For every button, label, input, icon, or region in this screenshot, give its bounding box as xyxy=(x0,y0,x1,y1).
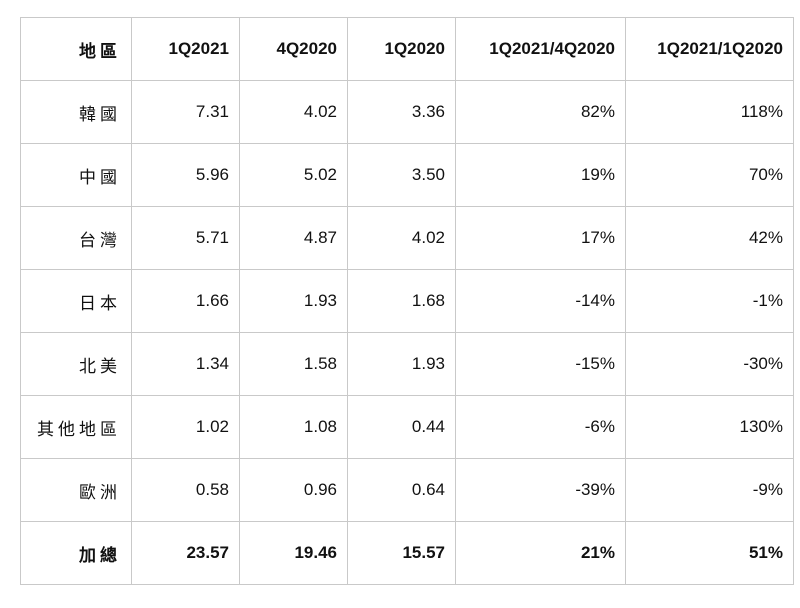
yoy-cell: 118% xyxy=(625,80,794,144)
region-cell: 韓國 xyxy=(20,80,132,144)
q4-2020-cell: 4.87 xyxy=(239,206,348,270)
yoy-cell: -30% xyxy=(625,332,794,396)
header-1q2020: 1Q2020 xyxy=(347,17,456,81)
table-row: 中國 5.96 5.02 3.50 19% 70% xyxy=(20,143,794,207)
qoq-cell: 19% xyxy=(455,143,626,207)
table-row: 韓國 7.31 4.02 3.36 82% 118% xyxy=(20,80,794,144)
table-row: 歐洲 0.58 0.96 0.64 -39% -9% xyxy=(20,458,794,522)
region-cell: 日本 xyxy=(20,269,132,333)
region-cell: 中國 xyxy=(20,143,132,207)
region-cell: 歐洲 xyxy=(20,458,132,522)
q1-2020-cell: 0.64 xyxy=(347,458,456,522)
table-row: 日本 1.66 1.93 1.68 -14% -1% xyxy=(20,269,794,333)
header-yoy: 1Q2021/1Q2020 xyxy=(625,17,794,81)
q4-2020-cell: 4.02 xyxy=(239,80,348,144)
q4-2020-cell: 0.96 xyxy=(239,458,348,522)
total-qoq-cell: 21% xyxy=(455,521,626,585)
header-region: 地區 xyxy=(20,17,132,81)
q1-2020-cell: 3.50 xyxy=(347,143,456,207)
yoy-cell: 42% xyxy=(625,206,794,270)
regional-data-table: 地區 1Q2021 4Q2020 1Q2020 1Q2021/4Q2020 1Q… xyxy=(20,17,794,585)
q4-2020-cell: 1.58 xyxy=(239,332,348,396)
qoq-cell: -39% xyxy=(455,458,626,522)
total-yoy-cell: 51% xyxy=(625,521,794,585)
yoy-cell: -1% xyxy=(625,269,794,333)
q4-2020-cell: 5.02 xyxy=(239,143,348,207)
yoy-cell: 130% xyxy=(625,395,794,459)
q1-2020-cell: 1.93 xyxy=(347,332,456,396)
q1-2021-cell: 1.02 xyxy=(131,395,240,459)
region-cell: 其他地區 xyxy=(20,395,132,459)
total-label-cell: 加總 xyxy=(20,521,132,585)
qoq-cell: -14% xyxy=(455,269,626,333)
q1-2021-cell: 1.66 xyxy=(131,269,240,333)
q1-2021-cell: 7.31 xyxy=(131,80,240,144)
table-row: 台灣 5.71 4.87 4.02 17% 42% xyxy=(20,206,794,270)
q1-2020-cell: 1.68 xyxy=(347,269,456,333)
qoq-cell: 17% xyxy=(455,206,626,270)
header-1q2021: 1Q2021 xyxy=(131,17,240,81)
total-q1-2020-cell: 15.57 xyxy=(347,521,456,585)
table-row: 其他地區 1.02 1.08 0.44 -6% 130% xyxy=(20,395,794,459)
q1-2020-cell: 4.02 xyxy=(347,206,456,270)
qoq-cell: -6% xyxy=(455,395,626,459)
total-q4-2020-cell: 19.46 xyxy=(239,521,348,585)
qoq-cell: -15% xyxy=(455,332,626,396)
q4-2020-cell: 1.93 xyxy=(239,269,348,333)
header-4q2020: 4Q2020 xyxy=(239,17,348,81)
region-cell: 台灣 xyxy=(20,206,132,270)
q1-2020-cell: 3.36 xyxy=(347,80,456,144)
total-q1-2021-cell: 23.57 xyxy=(131,521,240,585)
region-cell: 北美 xyxy=(20,332,132,396)
q1-2021-cell: 0.58 xyxy=(131,458,240,522)
header-qoq: 1Q2021/4Q2020 xyxy=(455,17,626,81)
yoy-cell: -9% xyxy=(625,458,794,522)
q4-2020-cell: 1.08 xyxy=(239,395,348,459)
yoy-cell: 70% xyxy=(625,143,794,207)
q1-2021-cell: 5.71 xyxy=(131,206,240,270)
header-row: 地區 1Q2021 4Q2020 1Q2020 1Q2021/4Q2020 1Q… xyxy=(20,17,794,81)
total-row: 加總 23.57 19.46 15.57 21% 51% xyxy=(20,521,794,585)
q1-2020-cell: 0.44 xyxy=(347,395,456,459)
q1-2021-cell: 1.34 xyxy=(131,332,240,396)
q1-2021-cell: 5.96 xyxy=(131,143,240,207)
table-row: 北美 1.34 1.58 1.93 -15% -30% xyxy=(20,332,794,396)
qoq-cell: 82% xyxy=(455,80,626,144)
